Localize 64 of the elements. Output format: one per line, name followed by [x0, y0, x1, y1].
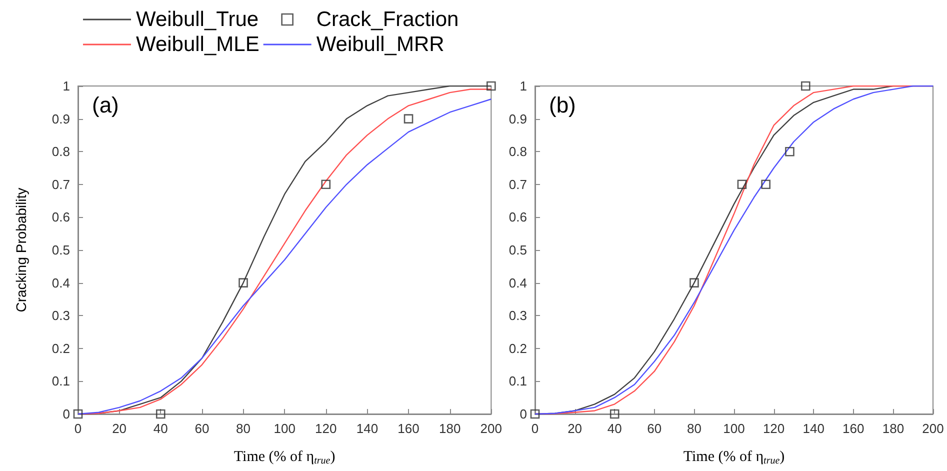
y-tick-label: 0: [520, 406, 527, 422]
x-tick-label: 20: [112, 421, 127, 436]
point: [737, 180, 747, 190]
point: [761, 180, 770, 190]
x-tick-label: 160: [842, 421, 864, 436]
x-tick-label: 100: [723, 421, 745, 436]
y-tick-label: 0.8: [52, 144, 70, 160]
y-tick-label: 0.1: [508, 374, 527, 389]
y-tick-label: 0.4: [508, 275, 527, 290]
point: [486, 81, 496, 91]
annotation: (a): [92, 92, 119, 118]
x-tick-label: 180: [882, 421, 904, 436]
y-tick-label: 0.1: [52, 374, 70, 389]
legend-label: Weibull_MLE: [136, 33, 260, 56]
y-tick-label: 0.7: [52, 176, 70, 192]
x-tick-label: 0: [74, 421, 82, 436]
x-tick-label: 160: [398, 421, 420, 436]
y-tick-label: 0.5: [52, 242, 70, 258]
annotation: (b): [549, 92, 576, 118]
point: [690, 278, 699, 288]
x-tick-label: 60: [647, 421, 662, 436]
y-tick-label: 1: [62, 78, 70, 94]
point: [610, 409, 620, 419]
x-tick-label: 60: [194, 421, 210, 436]
y-tick-label: 0.9: [52, 111, 70, 126]
y-tick-label: 0.4: [52, 275, 70, 290]
x-tick-label: 100: [274, 421, 296, 436]
x-tick-label: 180: [438, 421, 461, 436]
point: [73, 409, 83, 419]
y-tick-label: 0: [62, 406, 70, 422]
legend-label: Weibull_True: [136, 8, 259, 31]
point: [404, 114, 414, 124]
y-tick-label: 0.9: [508, 111, 527, 126]
x-tick-label: 140: [356, 421, 378, 436]
point: [785, 146, 794, 156]
y-tick-label: 1: [520, 78, 527, 94]
y-tick-label: 0.6: [52, 210, 70, 225]
y-tick-label: 0.3: [508, 308, 527, 324]
legend-label: Weibull_MRR: [316, 33, 444, 56]
point: [800, 81, 810, 91]
y-tick-label: 0.7: [508, 176, 527, 192]
x-tick-label: 80: [686, 421, 702, 436]
y-tick-label: 0.2: [508, 340, 527, 356]
point: [238, 278, 248, 288]
x-tick-label: 200: [922, 421, 944, 436]
legend-label: Crack_Fraction: [316, 8, 459, 31]
x-tick-label: 40: [153, 421, 168, 436]
y-tick-label: 0.3: [52, 308, 70, 324]
y-tick-label: 0.5: [508, 242, 527, 258]
x-tick-label: 140: [802, 421, 824, 436]
x-tick-label: 0: [531, 421, 539, 436]
y-axis-title: Cracking Probability: [13, 188, 29, 312]
x-tick-label: 200: [480, 421, 502, 436]
point: [530, 409, 540, 419]
point: [156, 409, 166, 419]
point: [321, 180, 331, 190]
x-tick-label: 80: [236, 421, 250, 436]
x-tick-label: 20: [568, 421, 582, 436]
x-tick-label: 120: [315, 421, 337, 436]
y-tick-label: 0.2: [52, 340, 70, 356]
y-tick-label: 0.8: [508, 144, 527, 160]
x-tick-label: 120: [762, 421, 785, 436]
x-tick-label: 40: [607, 421, 622, 436]
y-tick-label: 0.6: [508, 210, 527, 225]
